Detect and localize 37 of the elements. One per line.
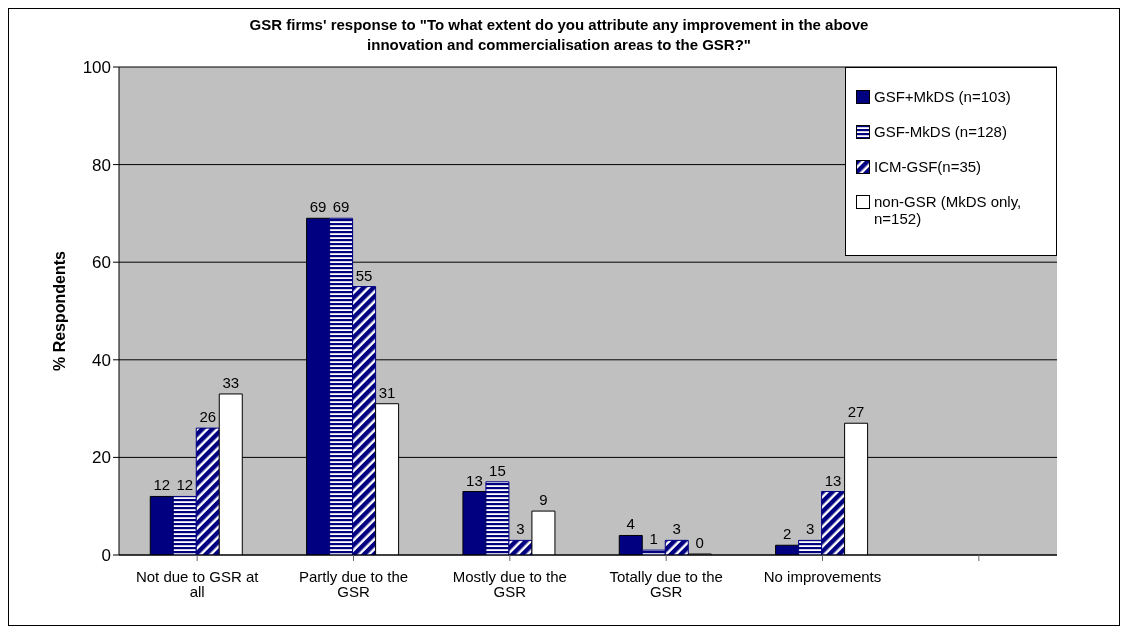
legend-label: ICM-GSF(n=35) <box>874 158 982 175</box>
x-tick-label: Not due to GSR at all <box>135 567 260 600</box>
x-tick-label: No improvements <box>763 567 882 585</box>
data-label: 12 <box>176 476 194 494</box>
data-label: 3 <box>805 520 815 538</box>
data-label: 4 <box>626 515 635 533</box>
data-label: 2 <box>782 525 792 543</box>
y-tick-label: 40 <box>92 350 111 370</box>
y-tick-label: 100 <box>82 58 111 78</box>
data-label: 12 <box>153 476 171 494</box>
data-label: 13 <box>466 471 483 489</box>
x-tick-label: Partly due to the GSR <box>298 567 409 600</box>
chart-title: GSR firms' response to "To what extent do you attribute any improvement in the above innovation and commercialisation areas to the GSR?" <box>248 15 870 55</box>
y-axis-title: % Respondents <box>50 250 68 372</box>
data-label: 27 <box>847 403 865 421</box>
legend-label: GSF-MkDS (n=128) <box>874 123 1007 140</box>
y-tick-label: 20 <box>92 448 111 468</box>
data-label: 1 <box>649 530 658 548</box>
legend-label: GSF+MkDS (n=103) <box>874 88 1011 105</box>
data-label: 0 <box>695 534 704 551</box>
data-label: 9 <box>539 491 548 509</box>
data-label: 3 <box>672 520 681 538</box>
data-label: 3 <box>516 520 525 538</box>
legend-label: non-GSR (MkDS only, n=152) <box>874 193 1023 227</box>
y-tick-label: 0 <box>101 546 111 566</box>
data-label: 31 <box>378 383 396 401</box>
x-tick-label: Mostly due to the GSR <box>452 567 567 600</box>
y-tick-label: 80 <box>92 155 111 175</box>
data-label: 33 <box>222 373 240 391</box>
data-label: 55 <box>355 266 373 284</box>
data-label: 69 <box>309 198 327 216</box>
data-label: 26 <box>199 408 217 426</box>
data-label: 69 <box>332 198 350 216</box>
data-label: 13 <box>824 471 842 489</box>
x-tick-label: Totally due to the GSR <box>609 567 723 600</box>
data-label: 15 <box>489 461 506 479</box>
y-tick-label: 60 <box>92 253 111 273</box>
